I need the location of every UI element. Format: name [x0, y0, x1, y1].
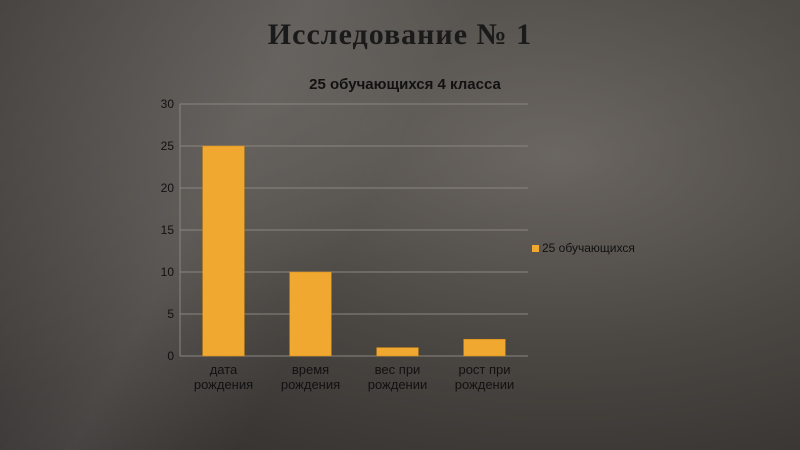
- legend-swatch: [532, 244, 539, 252]
- chart-legend: 25 обучающихся: [532, 241, 635, 255]
- y-tick-label: 20: [161, 181, 175, 195]
- slide-title: Исследование № 1: [267, 18, 533, 51]
- y-tick-label: 10: [161, 265, 175, 279]
- legend-label: 25 обучающихся: [542, 241, 635, 255]
- y-tick-label: 30: [161, 97, 175, 111]
- bar: [202, 145, 245, 357]
- bar: [376, 347, 419, 357]
- y-tick-label: 0: [167, 349, 174, 363]
- bar: [289, 271, 332, 357]
- x-tick-label: рождении: [455, 377, 515, 392]
- x-tick-label: вес при: [375, 362, 421, 377]
- x-tick-label: рост при: [458, 362, 510, 377]
- x-tick-label: время: [292, 362, 329, 377]
- x-tick-label: дата: [210, 362, 238, 377]
- chart-title: 25 обучающихся 4 класса: [309, 76, 501, 93]
- x-tick-label: рождении: [368, 377, 428, 392]
- y-tick-label: 25: [161, 139, 175, 153]
- x-tick-label: рождения: [281, 377, 340, 392]
- y-tick-label: 5: [167, 307, 174, 321]
- y-tick-label: 15: [161, 223, 175, 237]
- x-tick-label: рождения: [194, 377, 253, 392]
- bar: [463, 338, 506, 357]
